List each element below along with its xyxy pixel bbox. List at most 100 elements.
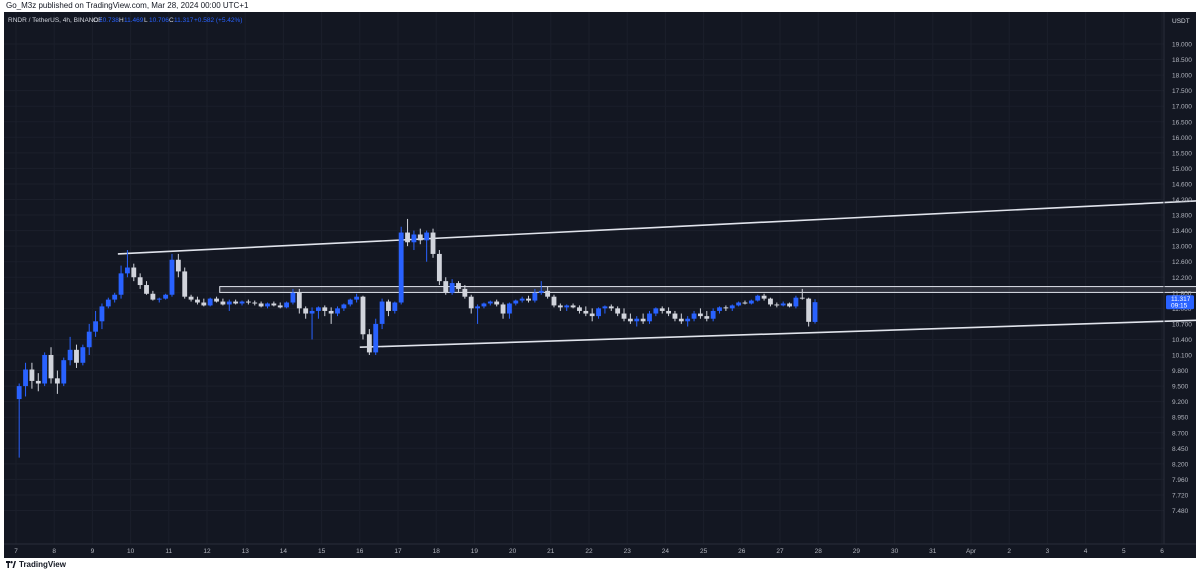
candle[interactable] [271,301,277,307]
candle-series[interactable] [16,218,818,458]
candle[interactable] [23,362,28,397]
candle[interactable] [131,263,137,282]
candle[interactable] [729,304,735,311]
candle[interactable] [799,288,805,300]
candle[interactable] [666,307,672,317]
candle[interactable] [328,307,334,324]
candle[interactable] [481,302,487,309]
candle[interactable] [245,299,251,305]
candle[interactable] [806,297,812,327]
candle[interactable] [29,362,35,389]
candle[interactable] [360,295,366,340]
candle[interactable] [710,308,716,322]
candle[interactable] [678,313,684,324]
candle[interactable] [449,279,455,295]
tradingview-brand[interactable]: TradingView [6,560,66,569]
candle[interactable] [659,306,665,314]
candle[interactable] [424,230,430,262]
candle[interactable] [150,290,156,301]
candle[interactable] [411,230,417,251]
candle[interactable] [717,306,722,314]
candle[interactable] [233,299,239,305]
candle[interactable] [519,296,525,303]
candle[interactable] [748,299,754,305]
currency-label[interactable]: USDT [1172,18,1190,25]
candle[interactable] [506,302,512,319]
candle[interactable] [780,301,786,307]
candle[interactable] [54,370,60,394]
time-axis[interactable]: 7 8 9 10 11 12 13 14 15 16 17 18 19 20 21 22 23 24 25 26 27 2… [14,548,1164,555]
candle[interactable] [35,373,41,392]
candle[interactable] [627,313,633,324]
candle[interactable] [386,299,391,317]
candle[interactable] [621,308,627,322]
candle[interactable] [557,303,563,311]
candle[interactable] [691,310,697,322]
price-axis[interactable]: 19.000 18.500 18.000 17.500 17.000 16.500 16.0… [1172,42,1192,516]
candle[interactable] [462,285,468,299]
candle[interactable] [258,301,264,308]
candle[interactable] [704,310,710,322]
candle[interactable] [443,277,449,295]
candle[interactable] [487,300,493,306]
candle[interactable] [284,301,290,309]
candle[interactable] [252,300,258,306]
candle[interactable] [697,308,703,319]
candle[interactable] [42,352,48,387]
candle[interactable] [156,297,162,303]
candle[interactable] [583,306,589,317]
candle[interactable] [112,292,118,303]
candle[interactable] [494,299,500,307]
candle[interactable] [239,300,245,306]
candle[interactable] [322,305,328,317]
candle[interactable] [61,357,67,387]
candle[interactable] [335,306,340,317]
candle[interactable] [290,288,296,305]
candle[interactable] [768,297,773,307]
candle[interactable] [615,306,621,317]
candle[interactable] [761,293,767,301]
candle[interactable] [742,300,748,305]
candle[interactable] [80,344,86,366]
candle[interactable] [417,228,423,245]
chart-area[interactable]: RNDR / TetherUS, 4h, BINANCE O 10.738 H … [4,12,1200,558]
candle[interactable] [105,297,111,309]
candle[interactable] [608,304,614,311]
candle[interactable] [545,286,551,299]
candle[interactable] [456,281,461,293]
candle[interactable] [405,218,410,247]
candle[interactable] [602,305,608,314]
channel-top-trendline[interactable] [117,172,1200,255]
candle[interactable] [195,296,200,305]
candle[interactable] [513,299,519,306]
candle[interactable] [577,305,582,314]
candle[interactable] [570,303,576,309]
candle[interactable] [398,226,404,305]
candle[interactable] [634,316,640,327]
candle[interactable] [303,306,309,319]
candle[interactable] [774,302,780,308]
candle[interactable] [341,303,347,311]
candle[interactable] [201,298,207,307]
candle[interactable] [812,299,818,324]
candle[interactable] [430,228,436,258]
candle[interactable] [379,298,385,330]
candle[interactable] [468,294,474,314]
candle[interactable] [436,250,442,286]
resistance-zone[interactable] [219,286,1200,293]
drawing-layer[interactable] [117,172,1200,349]
candle[interactable] [354,293,360,303]
candle[interactable] [392,301,398,314]
candle[interactable] [309,307,315,340]
candle[interactable] [500,302,506,319]
candle[interactable] [188,294,194,302]
candle[interactable] [124,250,130,278]
candle[interactable] [755,294,761,302]
candle[interactable] [475,304,481,324]
candle[interactable] [596,307,601,319]
candle[interactable] [589,308,595,322]
candle[interactable] [653,307,659,317]
candle[interactable] [220,298,226,306]
candle[interactable] [74,344,79,368]
candle[interactable] [723,305,729,311]
